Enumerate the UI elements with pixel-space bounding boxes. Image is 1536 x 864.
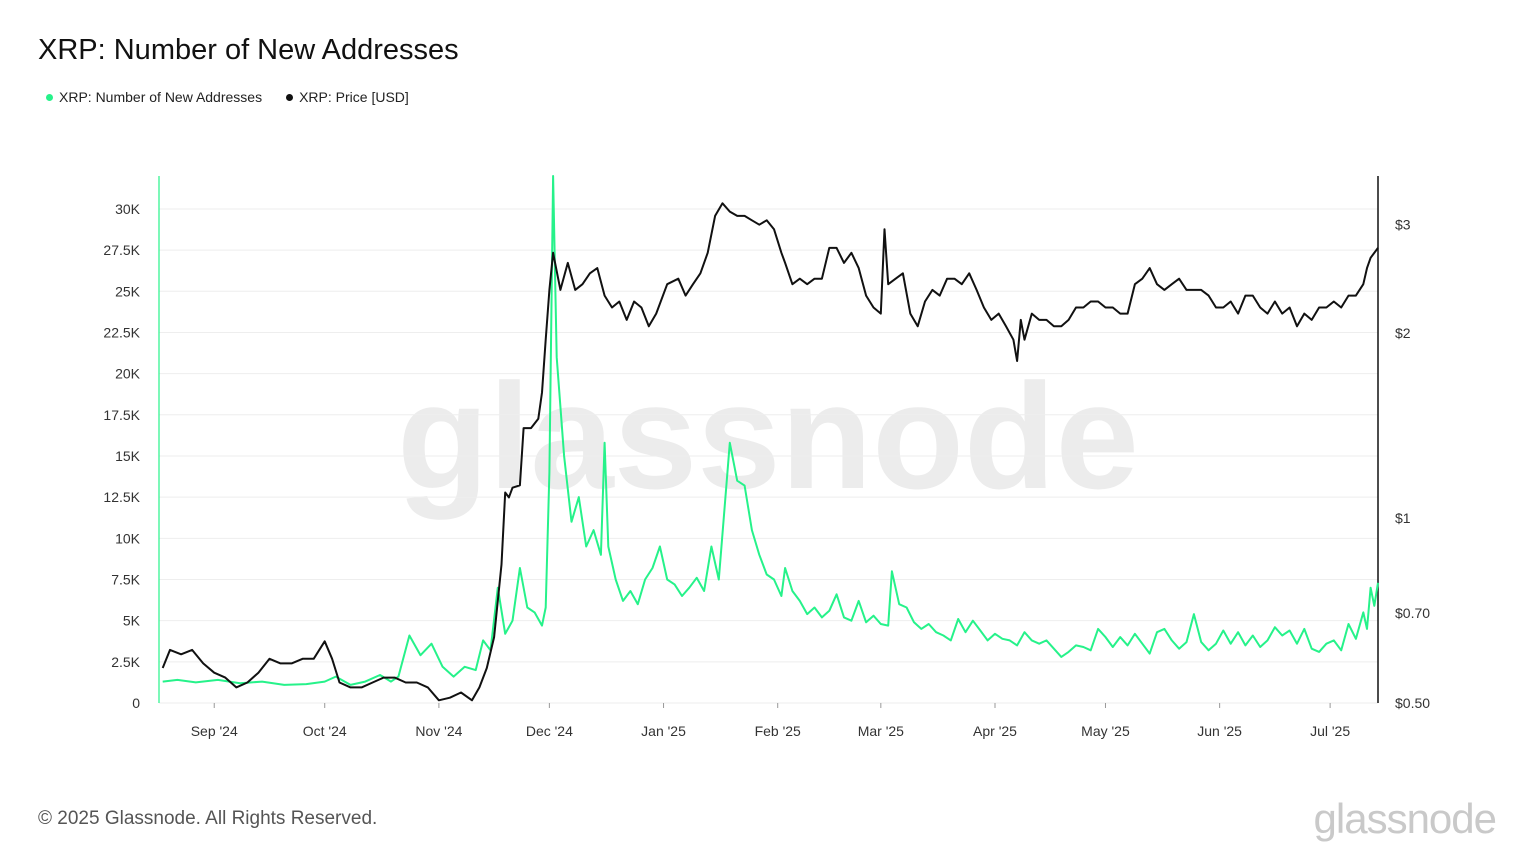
y-left-tick-label: 10K xyxy=(115,530,141,546)
x-tick-label: Dec '24 xyxy=(526,723,573,739)
x-tick-label: Jun '25 xyxy=(1197,723,1242,739)
y-left-tick-label: 15K xyxy=(115,448,141,464)
y-left-tick-label: 27.5K xyxy=(103,242,140,258)
y-left-tick-label: 22.5K xyxy=(103,324,140,340)
series-line-price xyxy=(161,202,1379,702)
y-left-tick-label: 7.5K xyxy=(111,571,140,587)
y-left-tick-label: 25K xyxy=(115,283,141,299)
y-left-tick-label: 2.5K xyxy=(111,654,140,670)
page-title: XRP: Number of New Addresses xyxy=(38,34,459,66)
x-tick-label: Feb '25 xyxy=(755,723,801,739)
y-right-tick-label: $2 xyxy=(1395,325,1411,341)
brand-logo: glassnode xyxy=(1313,795,1497,842)
y-left-tick-label: 0 xyxy=(132,695,140,711)
y-right-tick-label: $0.70 xyxy=(1395,605,1430,621)
y-left-tick-label: 5K xyxy=(123,613,141,629)
y-right-tick-label: $0.50 xyxy=(1395,695,1430,711)
legend-label-price: XRP: Price [USD] xyxy=(299,89,409,105)
x-tick-label: May '25 xyxy=(1081,723,1130,739)
series-line-new-addresses xyxy=(162,175,1379,686)
chart-legend: XRP: Number of New Addresses XRP: Price … xyxy=(46,89,409,105)
x-tick-label: Sep '24 xyxy=(191,723,238,739)
x-tick-label: Jan '25 xyxy=(641,723,686,739)
y-right-tick-label: $1 xyxy=(1395,510,1411,526)
y-left-tick-label: 30K xyxy=(115,201,141,217)
right-y-axis: $0.50 $0.70 $1 $2 $3 xyxy=(1395,217,1430,711)
y-left-tick-label: 20K xyxy=(115,366,141,382)
y-right-tick-label: $3 xyxy=(1395,217,1411,233)
x-tick-label: Oct '24 xyxy=(303,723,347,739)
chart-grid xyxy=(159,208,1378,704)
x-tick-label: Apr '25 xyxy=(973,723,1017,739)
left-y-axis: 0 2.5K 5K 7.5K 10K 12.5K 15K 17.5K 20K 22.5K 25K 27… xyxy=(103,201,140,711)
x-tick-label: Nov '24 xyxy=(415,723,462,739)
watermark-logo: glassnode xyxy=(397,352,1139,520)
legend-dot-price xyxy=(286,93,294,101)
y-left-tick-label: 12.5K xyxy=(103,489,140,505)
legend-item-new-addresses[interactable]: XRP: Number of New Addresses xyxy=(46,89,262,105)
legend-dot-new-addresses xyxy=(46,93,53,101)
legend-item-price[interactable]: XRP: Price [USD] xyxy=(286,89,409,105)
y-left-tick-label: 17.5K xyxy=(103,407,140,423)
copyright-footer: © 2025 Glassnode. All Rights Reserved. xyxy=(38,808,378,829)
x-tick-label: Jul '25 xyxy=(1310,723,1350,739)
x-tick-label: Mar '25 xyxy=(858,723,904,739)
legend-label-new-addresses: XRP: Number of New Addresses xyxy=(59,89,263,105)
x-axis: Sep '24 Oct '24 Nov '24 Dec '24 Jan '25 Feb '… xyxy=(191,703,1350,739)
